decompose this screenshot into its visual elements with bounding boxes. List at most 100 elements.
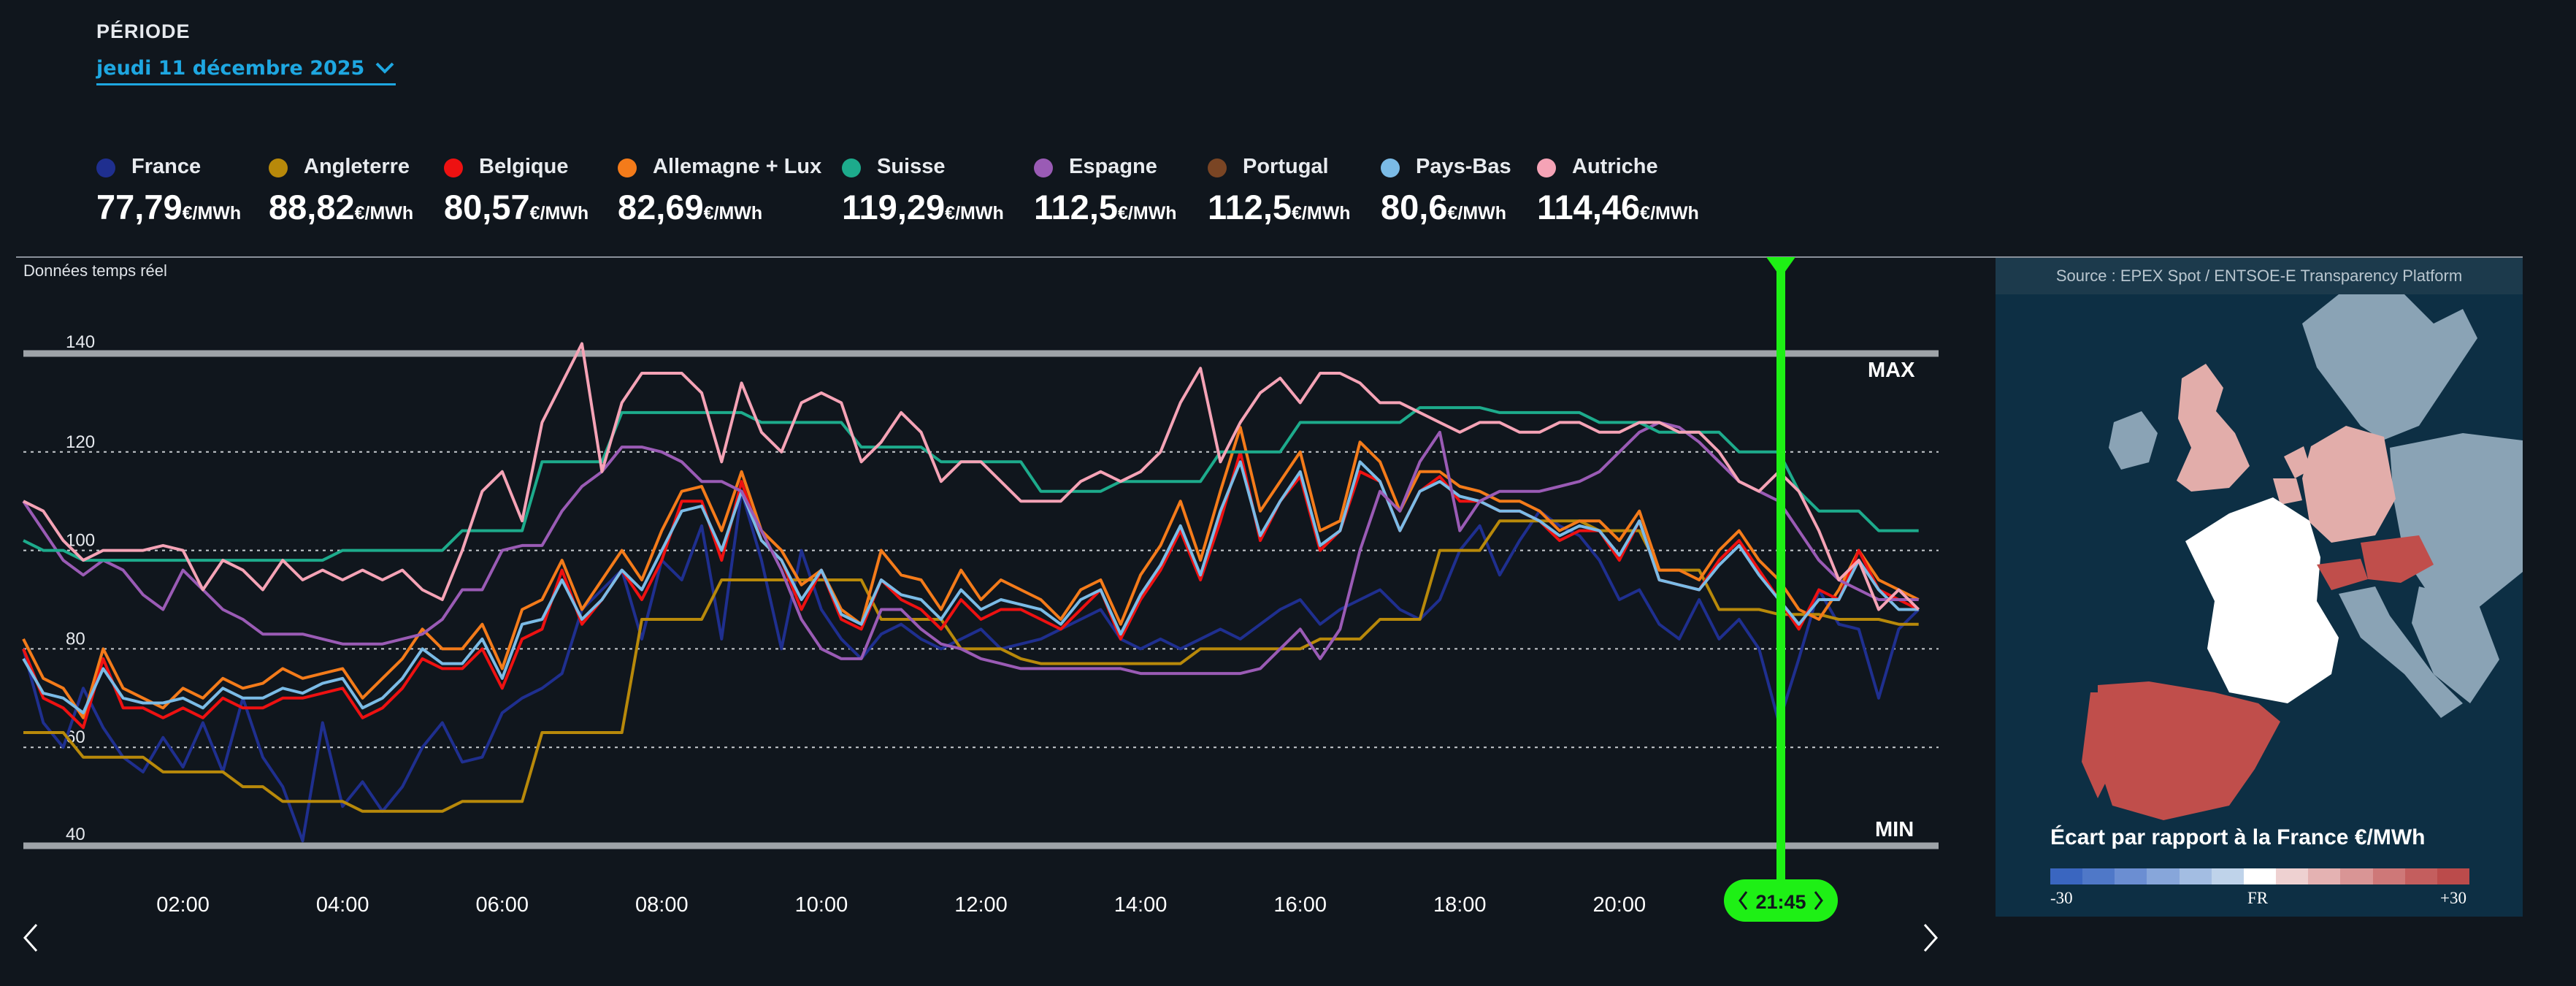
legend-price: 88,82€/MWh (269, 187, 413, 227)
x-tick-label: 04:00 (316, 893, 369, 917)
map-region-netherlands[interactable] (2284, 446, 2311, 478)
x-tick-label: 18:00 (1433, 893, 1487, 917)
series-dot (444, 158, 463, 177)
chevron-down-icon (375, 62, 394, 74)
scale-step-3 (2147, 868, 2180, 884)
scale-step-9 (2340, 868, 2373, 884)
legend-price: 82,69€/MWh (618, 187, 762, 227)
color-scale (2050, 868, 2470, 884)
legend-price: 80,57€/MWh (444, 187, 589, 227)
scale-step-0 (2050, 868, 2083, 884)
map-region-great-britain[interactable] (2177, 364, 2250, 492)
price-value: 80,6 (1381, 188, 1448, 226)
price-difference-map-panel: Source : EPEX Spot / ENTSOE-E Transparen… (1996, 258, 2523, 917)
price-unit: €/MWh (354, 203, 414, 223)
legend-price: 112,5€/MWh (1208, 187, 1351, 227)
y-tick-label: 120 (66, 432, 95, 452)
y-tick-label: 140 (66, 332, 95, 352)
legend-name: Belgique (479, 155, 569, 178)
series-dot (842, 158, 861, 177)
legend-name: Portugal (1243, 155, 1329, 178)
series-dot (96, 158, 115, 177)
series-dot (618, 158, 637, 177)
header-divider (16, 256, 2523, 258)
series-line-pays-bas (22, 460, 1919, 714)
scale-step-6 (2243, 868, 2277, 884)
map-region-spain[interactable] (2098, 681, 2280, 820)
price-value: 77,79 (96, 188, 183, 226)
chevron-right-icon (1923, 924, 1939, 952)
realtime-label: Données temps réel (23, 261, 167, 280)
map-region-eastern-europe[interactable] (2390, 433, 2523, 608)
price-unit: €/MWh (529, 203, 589, 223)
series-dot (269, 158, 288, 177)
map-region-belgium[interactable] (2273, 478, 2302, 505)
price-unit: €/MWh (1118, 203, 1177, 223)
series-dot (1537, 158, 1556, 177)
map-region-ireland[interactable] (2109, 411, 2158, 470)
scale-step-7 (2276, 868, 2309, 884)
series-dot (1381, 158, 1400, 177)
scale-step-11 (2404, 868, 2437, 884)
price-unit: €/MWh (1292, 203, 1351, 223)
price-value: 80,57 (444, 188, 530, 226)
series-dot (1208, 158, 1227, 177)
legend-name: Allemagne + Lux (653, 155, 822, 178)
legend-price: 80,6€/MWh (1381, 187, 1506, 227)
series-line-autriche (23, 342, 1920, 611)
max-label: MAX (1868, 359, 1915, 382)
scale-step-12 (2437, 868, 2470, 884)
series-line-allemagne-lux (22, 426, 1920, 719)
x-tick-label: 06:00 (475, 893, 529, 917)
price-value: 112,5 (1034, 188, 1119, 226)
chevron-right-icon[interactable] (1814, 891, 1823, 910)
map-region-scandinavia[interactable] (2302, 294, 2477, 440)
scale-step-1 (2082, 868, 2115, 884)
map-region-austria[interactable] (2361, 535, 2434, 583)
min-label: MIN (1875, 818, 1914, 841)
x-axis: 02:00 04:00 06:00 08:00 10:00 12:00 14:00 16:00… (156, 893, 1646, 917)
map-region-balkans[interactable] (2412, 586, 2499, 703)
price-unit: €/MWh (703, 203, 763, 223)
map-region-italy[interactable] (2339, 586, 2463, 718)
cursor-handle-top[interactable] (1766, 257, 1795, 278)
y-tick-label: 80 (66, 629, 85, 649)
legend-price: 112,5€/MWh (1034, 187, 1177, 227)
legend-name: Angleterre (304, 155, 410, 178)
price-unit: €/MWh (182, 203, 242, 223)
series-line-france (22, 489, 1920, 843)
chevron-left-icon (23, 924, 38, 952)
time-cursor[interactable]: 21:45 (1724, 257, 1838, 922)
map-source: Source : EPEX Spot / ENTSOE-E Transparen… (1996, 258, 2523, 294)
cursor-line[interactable] (1776, 263, 1785, 900)
legend-name: France (131, 155, 202, 178)
series-line-angleterre (23, 519, 1919, 813)
x-tick-label: 14:00 (1114, 893, 1168, 917)
legend-name: Suisse (877, 155, 946, 178)
x-tick-label: 02:00 (156, 893, 210, 917)
series-line-espagne (22, 421, 1919, 676)
chevron-left-icon[interactable] (1739, 891, 1748, 910)
price-value: 114,46 (1537, 188, 1641, 226)
map-region-portugal[interactable] (2082, 692, 2116, 798)
map-region-switzerland[interactable] (2317, 559, 2368, 590)
series-line-suisse (23, 406, 1919, 562)
series-lines (22, 342, 1920, 843)
scale-step-8 (2308, 868, 2341, 884)
price-value: 119,29 (842, 188, 946, 226)
legend-price: 114,46€/MWh (1537, 187, 1699, 227)
next-day-button[interactable] (1922, 922, 1939, 958)
previous-day-button[interactable] (22, 922, 39, 958)
scale-step-10 (2372, 868, 2405, 884)
legend-price: 119,29€/MWh (842, 187, 1004, 227)
map-region-germany[interactable] (2302, 426, 2396, 543)
x-tick-label: 10:00 (795, 893, 848, 917)
europe-map (2082, 294, 2523, 820)
map-region-france[interactable] (2185, 497, 2339, 703)
price-value: 82,69 (618, 188, 704, 226)
date-selector[interactable]: jeudi 11 décembre 2025 (96, 53, 396, 85)
cursor-time-pill[interactable] (1724, 879, 1838, 922)
legend-name: Autriche (1572, 155, 1658, 178)
